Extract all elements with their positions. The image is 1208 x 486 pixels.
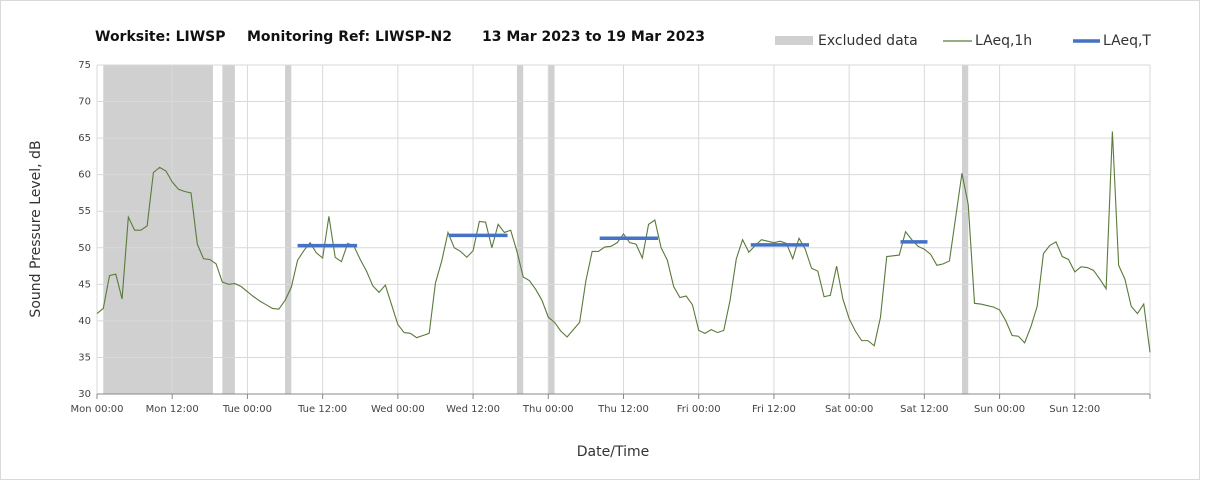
y-tick-label: 75 — [78, 60, 91, 71]
date-range: 13 Mar 2023 to 19 Mar 2023 — [482, 29, 705, 45]
x-tick-label: Wed 12:00 — [446, 404, 500, 415]
excluded-band — [548, 65, 555, 394]
x-tick-label: Fri 00:00 — [677, 404, 721, 415]
chart-title: Worksite: LIWSP — [95, 29, 225, 45]
x-tick-label: Thu 00:00 — [522, 404, 574, 415]
x-tick-label: Tue 00:00 — [222, 404, 272, 415]
excluded-band — [285, 65, 292, 394]
legend-label: Excluded data — [818, 33, 918, 49]
x-tick-label: Mon 12:00 — [146, 404, 199, 415]
y-tick-label: 65 — [78, 133, 91, 144]
y-tick-label: 50 — [78, 243, 91, 254]
y-tick-label: 60 — [78, 170, 91, 181]
x-tick-label: Fri 12:00 — [752, 404, 796, 415]
y-tick-label: 35 — [78, 352, 91, 363]
x-tick-label: Wed 00:00 — [371, 404, 425, 415]
y-tick-label: 30 — [78, 389, 91, 400]
excluded-band — [961, 65, 969, 394]
y-tick-label: 70 — [78, 97, 91, 108]
legend-label: LAeq,T — [1103, 33, 1151, 49]
x-tick-label: Thu 12:00 — [597, 404, 649, 415]
excluded-band — [516, 65, 524, 394]
excluded-band — [222, 65, 235, 394]
x-tick-label: Sat 12:00 — [900, 404, 948, 415]
x-tick-label: Mon 00:00 — [70, 404, 123, 415]
series-line — [96, 131, 1151, 353]
chart-subtitle: Monitoring Ref: LIWSP-N2 — [247, 29, 452, 45]
y-axis-label: Sound Pressure Level, dB — [28, 140, 44, 317]
legend-label: LAeq,1h — [975, 33, 1032, 49]
y-tick-label: 55 — [78, 206, 91, 217]
x-axis-label: Date/Time — [577, 444, 649, 460]
x-tick-label: Sat 00:00 — [825, 404, 873, 415]
y-tick-label: 40 — [78, 316, 91, 327]
excluded-band — [103, 65, 213, 394]
x-tick-label: Sun 00:00 — [974, 404, 1025, 415]
y-tick-label: 45 — [78, 279, 91, 290]
legend-swatch — [775, 36, 813, 45]
x-tick-label: Tue 12:00 — [297, 404, 347, 415]
x-tick-label: Sun 12:00 — [1049, 404, 1100, 415]
